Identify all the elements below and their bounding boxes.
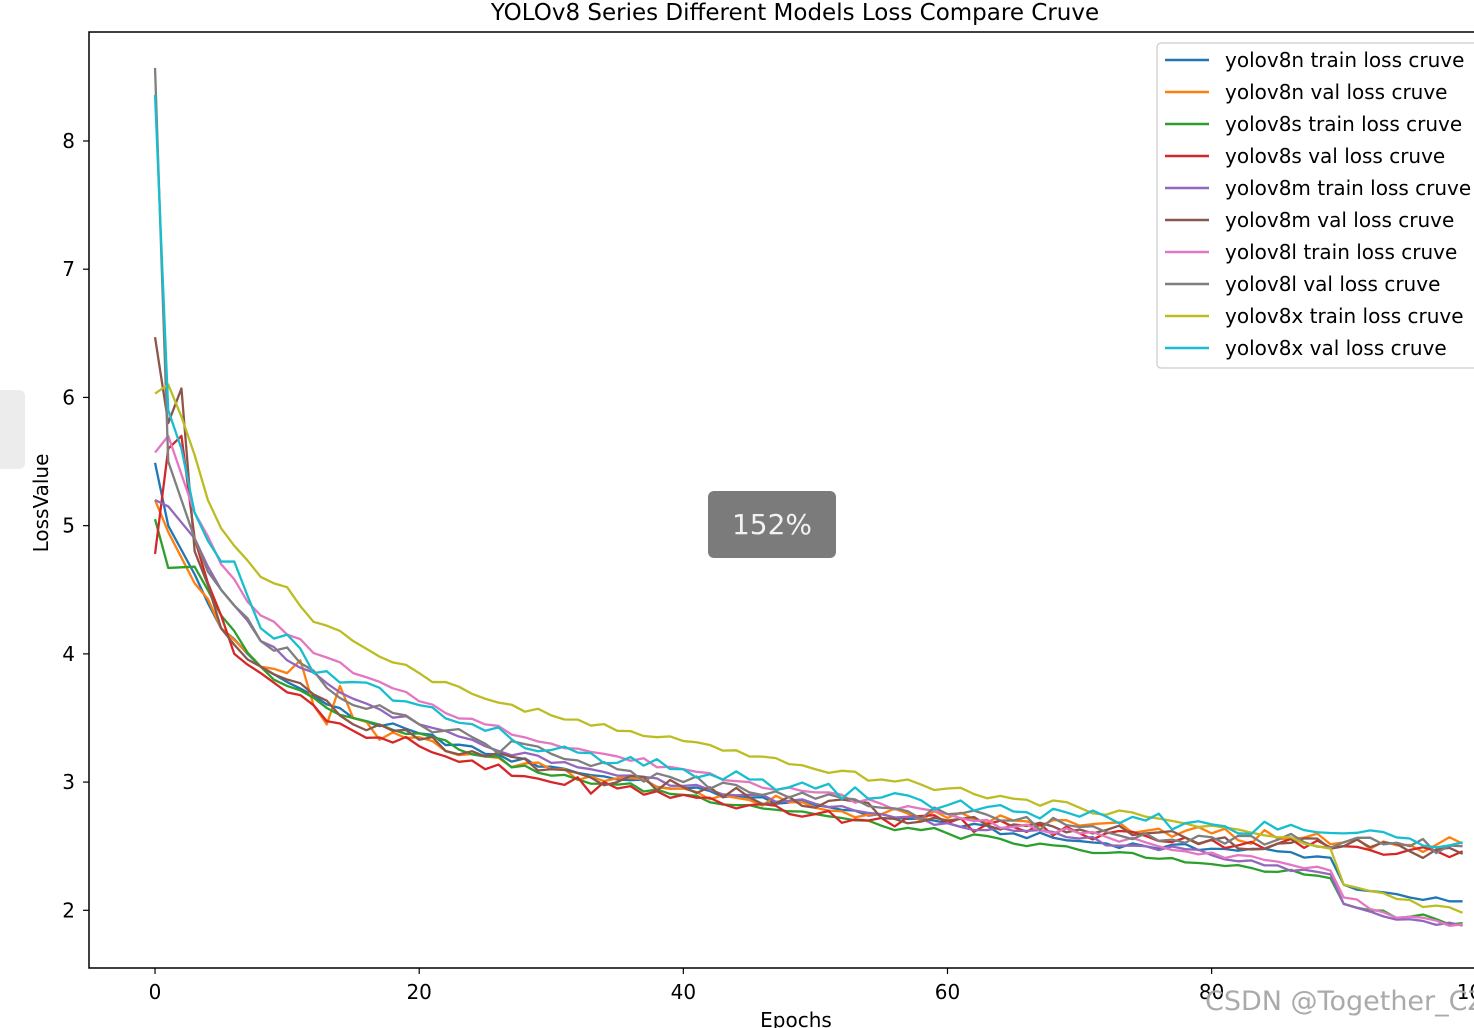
x-tick-label: 80 (1199, 980, 1224, 1004)
series-line (154, 383, 1464, 914)
y-tick-label: 8 (62, 129, 75, 153)
x-tick-label: 0 (149, 980, 162, 1004)
series-line (153, 434, 1464, 859)
side-panel-tab[interactable] (0, 390, 25, 469)
series-layer (153, 67, 1464, 927)
y-axis: 2 3 4 5 6 7 8 (62, 129, 89, 922)
series-line (153, 67, 1463, 855)
plot-area (88, 31, 1474, 969)
series-line (153, 518, 1463, 926)
legend-label: yolov8s train loss cruve (1225, 112, 1462, 136)
x-axis-label: Epochs (760, 1008, 832, 1028)
legend-label: yolov8m val loss cruve (1225, 208, 1454, 232)
y-tick-label: 4 (62, 642, 75, 666)
legend-label: yolov8l val loss cruve (1225, 272, 1440, 296)
legend-label: yolov8x train loss cruve (1225, 304, 1464, 328)
legend-label: yolov8x val loss cruve (1225, 336, 1447, 360)
y-tick-label: 6 (62, 385, 75, 409)
x-axis: 0 20 40 60 80 100 (149, 968, 1474, 1004)
y-tick-label: 3 (62, 770, 75, 794)
x-tick-label: 100 (1457, 980, 1474, 1004)
y-axis-label: LossValue (29, 454, 53, 553)
watermark-text: CSDN @Together_CZ (1205, 986, 1474, 1017)
legend-label: yolov8s val loss cruve (1225, 144, 1445, 168)
series-line (154, 434, 1463, 927)
legend-label: yolov8n val loss cruve (1225, 80, 1448, 104)
series-line (153, 499, 1464, 854)
legend-box (1156, 42, 1474, 369)
legend: yolov8n train loss cruve yolov8n val loss… (1156, 42, 1474, 369)
x-tick-label: 40 (671, 980, 696, 1004)
chart-title: YOLOv8 Series Different Models Loss Comp… (490, 0, 1099, 26)
x-tick-label: 20 (406, 980, 431, 1004)
x-tick-label: 60 (935, 980, 960, 1004)
zoom-level-badge: 152% (708, 491, 836, 558)
legend-label: yolov8l train loss cruve (1225, 240, 1457, 264)
y-tick-label: 2 (62, 898, 75, 922)
legend-label: yolov8n train loss cruve (1225, 48, 1464, 72)
y-tick-label: 7 (62, 257, 75, 281)
y-tick-label: 5 (62, 514, 75, 538)
series-line (153, 336, 1464, 860)
series-line (153, 94, 1463, 849)
legend-label: yolov8m train loss cruve (1225, 176, 1471, 200)
